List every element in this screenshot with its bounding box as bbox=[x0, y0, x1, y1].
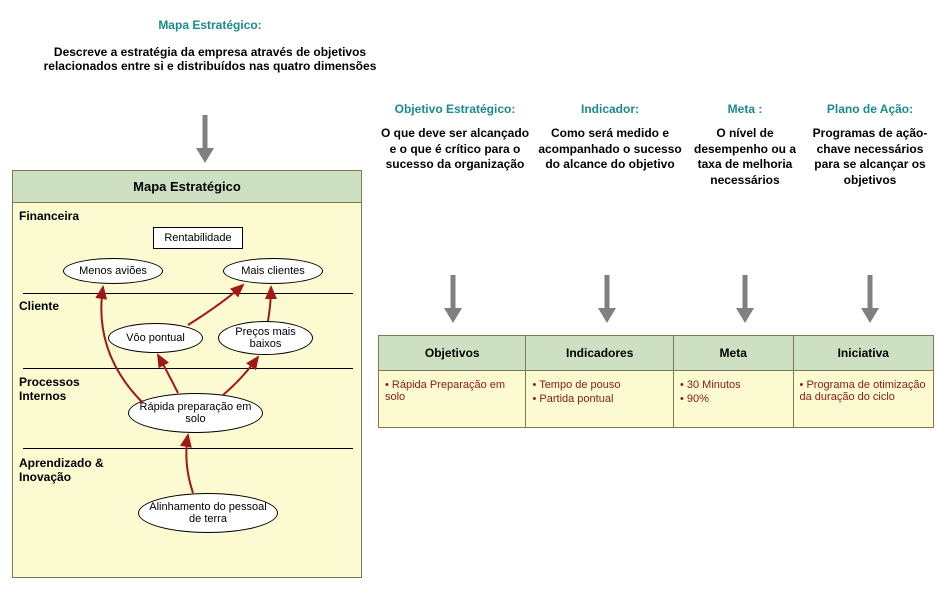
table-header-row: Objetivos Indicadores Meta Iniciativa bbox=[378, 335, 934, 371]
col-desc-plano: Programas de ação-chave necessários para… bbox=[808, 126, 932, 188]
section-cliente: Cliente bbox=[19, 299, 59, 313]
th-objetivos: Objetivos bbox=[379, 336, 526, 370]
col-desc-meta: O nível de desempenho ou a taxa de melho… bbox=[690, 126, 800, 188]
bullet-item: Rápida Preparação em solo bbox=[385, 379, 519, 403]
bullet-item: Tempo de pouso bbox=[532, 379, 666, 391]
node-rentabilidade: Rentabilidade bbox=[153, 227, 243, 249]
divider bbox=[23, 293, 353, 294]
col-desc-objetivo: O que deve ser alcançado e o que é críti… bbox=[380, 126, 530, 173]
map-header: Mapa Estratégico bbox=[13, 171, 361, 203]
cell-objetivos: Rápida Preparação em solo bbox=[379, 371, 526, 427]
th-indicadores: Indicadores bbox=[526, 336, 673, 370]
th-meta: Meta bbox=[674, 336, 794, 370]
cell-indicadores: Tempo de pouso Partida pontual bbox=[526, 371, 673, 427]
th-iniciativa: Iniciativa bbox=[794, 336, 934, 370]
table-row: Rápida Preparação em solo Tempo de pouso… bbox=[378, 371, 934, 428]
node-precos-baixos: Preços mais baixos bbox=[218, 321, 313, 355]
node-alinhamento: Alinhamento do pessoal de terra bbox=[138, 493, 278, 533]
strategy-map: Mapa Estratégico Financeira Rentabilidad… bbox=[12, 170, 362, 578]
node-menos-avioes: Menos aviões bbox=[63, 258, 163, 284]
cell-iniciativa: Programa de otimização da duração do cic… bbox=[794, 371, 934, 427]
bullet-item: Partida pontual bbox=[532, 393, 666, 405]
col-title-objetivo: Objetivo Estratégico: bbox=[380, 102, 530, 116]
divider bbox=[23, 448, 353, 449]
node-rapida-prep: Rápida preparação em solo bbox=[128, 393, 263, 433]
section-processos: Processos Internos bbox=[19, 375, 99, 403]
arrow-down-icon bbox=[190, 115, 220, 168]
cell-meta: 30 Minutos 90% bbox=[674, 371, 794, 427]
col-title-indicador: Indicador: bbox=[540, 102, 680, 116]
map-body: Financeira Rentabilidade Menos aviões Ma… bbox=[13, 203, 361, 575]
section-financeira: Financeira bbox=[19, 209, 79, 223]
bullet-item: 30 Minutos bbox=[680, 379, 787, 391]
arrow-down-icon bbox=[855, 275, 885, 328]
col-title-plano: Plano de Ação: bbox=[805, 102, 935, 116]
col-title-meta: Meta : bbox=[690, 102, 800, 116]
col-desc-indicador: Como será medido e acompanhado o sucesso… bbox=[538, 126, 682, 173]
node-voo-pontual: Vôo pontual bbox=[108, 323, 203, 353]
node-mais-clientes: Mais clientes bbox=[223, 258, 323, 284]
main-desc: Descreve a estratégia da empresa através… bbox=[20, 45, 400, 73]
bullet-item: 90% bbox=[680, 393, 787, 405]
arrow-down-icon bbox=[438, 275, 468, 328]
arrow-down-icon bbox=[730, 275, 760, 328]
main-title: Mapa Estratégico: bbox=[110, 18, 310, 32]
data-table: Objetivos Indicadores Meta Iniciativa Rá… bbox=[378, 335, 934, 428]
divider bbox=[23, 368, 353, 369]
section-aprendizado: Aprendizado & Inovação bbox=[19, 456, 139, 484]
arrow-down-icon bbox=[592, 275, 622, 328]
bullet-item: Programa de otimização da duração do cic… bbox=[800, 379, 928, 403]
